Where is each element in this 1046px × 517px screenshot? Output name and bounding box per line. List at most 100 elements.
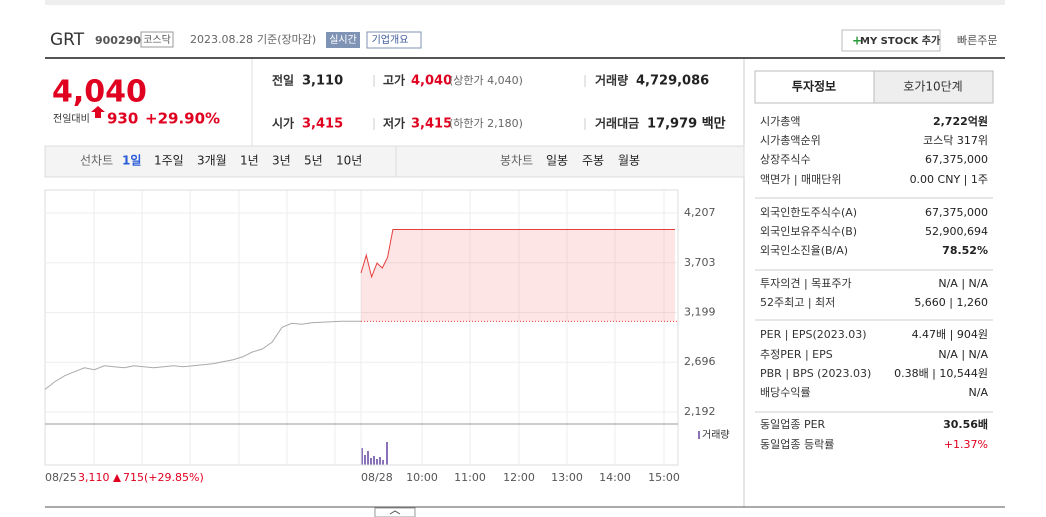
x-tick-label: 10:00 xyxy=(406,471,438,484)
info-label: 액면가 | 매매단위 xyxy=(760,173,842,186)
tab: 1년 xyxy=(240,154,259,168)
tab: 3년 xyxy=(272,154,291,168)
summary-value: 17,979 백만 xyxy=(647,116,726,132)
summary-value: 3,415 xyxy=(302,117,343,132)
info-value: 2,722억원 xyxy=(933,114,988,128)
x-tick-label: 14:00 xyxy=(599,471,631,484)
collapse-button[interactable] xyxy=(374,507,416,517)
info-label: 투자의견 | 목표주가 xyxy=(760,277,852,290)
x-tick-label: 15:00 xyxy=(648,471,680,484)
tab: 1주일 xyxy=(154,154,184,168)
stock-code: 900290 xyxy=(95,34,141,47)
collapse-icon xyxy=(389,510,401,515)
summary-value: 4,040 xyxy=(411,74,452,89)
tab: 10년 xyxy=(336,154,362,168)
info-label: 52주최고 | 최저 xyxy=(760,296,835,309)
summary-value: 4,729,086 xyxy=(636,74,709,89)
summary-label: 시가 xyxy=(272,116,294,131)
overview: 기업개요 xyxy=(372,33,409,46)
legend: 거래량 xyxy=(702,429,730,441)
quick-order: 빠른주문 xyxy=(957,34,997,47)
info-label: 외국인보유주식수(B) xyxy=(760,225,857,238)
summary-value: 3,415 xyxy=(411,117,452,132)
y-tick-label: 4,207 xyxy=(684,206,716,219)
plus-icon: + xyxy=(852,34,862,48)
tab-label: 봉차트 xyxy=(500,154,533,168)
x-tick-label: 11:00 xyxy=(454,471,486,484)
info-value: 0.38배 | 10,544원 xyxy=(894,367,988,380)
info-label: PBR | BPS (2023.03) xyxy=(760,367,871,380)
tab: 일봉 xyxy=(546,154,568,168)
up-arrow xyxy=(91,106,105,118)
info-value: 코스닥 317위 xyxy=(923,134,988,147)
footer-arrow xyxy=(113,474,121,482)
footer-change: 715 xyxy=(123,471,144,484)
line xyxy=(360,229,675,279)
y-tick-label: 2,192 xyxy=(684,405,716,418)
footer-price: 3,110 xyxy=(78,471,110,484)
realtime: 실시간 xyxy=(329,34,357,46)
summary-label: 거래대금 xyxy=(595,116,639,131)
info-label: 외국인한도주식수(A) xyxy=(760,206,857,219)
info-value: N/A | N/A xyxy=(938,277,988,290)
info-value: 0.00 CNY | 1주 xyxy=(910,173,988,186)
info-value: 67,375,000 xyxy=(925,153,988,166)
summary-value: 3,110 xyxy=(302,74,343,89)
market: 코스닥 xyxy=(143,34,171,46)
info-label: 추정PER | EPS xyxy=(760,348,833,361)
tab-label: 호가10단계 xyxy=(903,80,962,94)
summary-note: (상한가 4,040) xyxy=(449,74,523,87)
mystock: MY STOCK 추가 xyxy=(860,34,941,47)
info-value: 5,660 | 1,260 xyxy=(914,296,988,309)
info-label: 배당수익률 xyxy=(760,386,811,399)
info-label: 동일업종 등락률 xyxy=(760,437,834,451)
overview-button[interactable] xyxy=(366,31,422,49)
change-label: 전일대비 xyxy=(53,113,90,125)
top-bar xyxy=(45,0,1005,5)
stock-name: GRT xyxy=(50,30,85,50)
info-value: +1.37% xyxy=(944,438,988,451)
info-value: 4.47배 | 904원 xyxy=(912,328,988,341)
tab xyxy=(873,70,994,104)
summary-note: (하한가 2,180) xyxy=(449,116,523,130)
tab: 월봉 xyxy=(618,154,640,168)
y-tick-label: 3,199 xyxy=(684,306,716,319)
x-tick-label: 08/28 xyxy=(361,471,393,484)
tab: 3개월 xyxy=(197,154,227,168)
footer-rate: (+29.85%) xyxy=(144,471,204,484)
legend-swatch xyxy=(698,431,700,439)
rate: +29.90% xyxy=(145,110,220,128)
tab: 5년 xyxy=(304,154,323,168)
tab-label: 선차트 xyxy=(80,154,113,168)
y-tick-label: 2,696 xyxy=(684,355,716,368)
basis: 기준(장마감) xyxy=(257,33,316,46)
info-value: 52,900,694 xyxy=(925,225,988,238)
current-price: 4,040 xyxy=(52,75,147,110)
info-label: PER | EPS(2023.03) xyxy=(760,328,867,341)
plot-frame xyxy=(44,189,679,466)
info-value: N/A | N/A xyxy=(938,348,988,361)
volume-bars xyxy=(361,442,388,465)
info-label: 상장주식수 xyxy=(760,153,811,166)
summary-label: 전일 xyxy=(272,73,294,88)
info-label: 시가총액 xyxy=(760,115,800,128)
tab-row xyxy=(44,145,745,178)
info-label: 동일업종 PER xyxy=(760,417,826,431)
info-label: 시가총액순위 xyxy=(760,134,821,147)
y-tick-label: 3,703 xyxy=(684,256,716,269)
market-badge xyxy=(140,31,174,48)
info-value: 67,375,000 xyxy=(925,206,988,219)
x-tick-label: 08/25 xyxy=(45,471,77,484)
info-label: 외국인소진율(B/A) xyxy=(760,244,848,257)
realtime-badge xyxy=(326,32,360,48)
tab-active xyxy=(754,70,875,104)
info-value: N/A xyxy=(969,386,989,399)
summary-label: 고가 xyxy=(383,73,405,88)
x-tick-label: 12:00 xyxy=(503,471,535,484)
date: 2023.08.28 xyxy=(190,33,253,46)
mystock-button[interactable] xyxy=(841,29,941,52)
tab: 주봉 xyxy=(582,154,604,168)
line xyxy=(44,320,361,390)
